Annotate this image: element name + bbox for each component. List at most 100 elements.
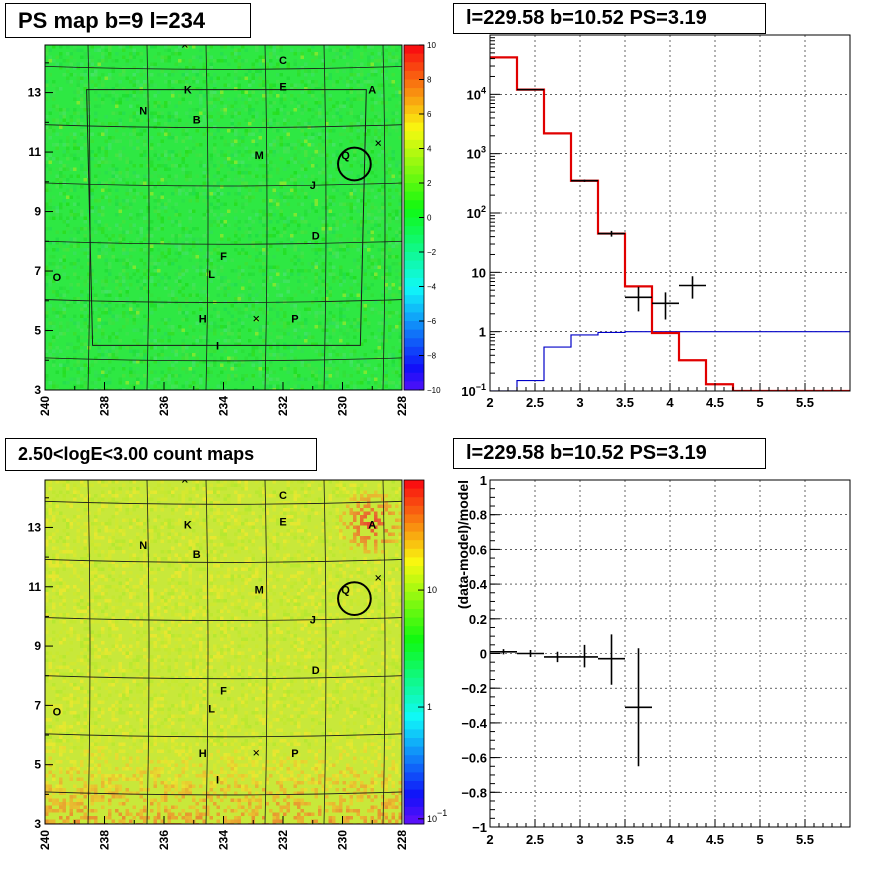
x-tick-label: 4.5 bbox=[706, 395, 724, 410]
grid-line-lat bbox=[45, 500, 402, 505]
colorbar-band bbox=[404, 488, 424, 498]
grid-line-lat bbox=[45, 733, 402, 738]
x-tick-label: 3.5 bbox=[616, 832, 634, 847]
x-tick-label: 5 bbox=[756, 395, 763, 410]
grid-line-lon bbox=[146, 480, 150, 824]
cross-marker bbox=[253, 749, 260, 756]
panel-title-residual: l=229.58 b=10.52 PS=3.19 bbox=[453, 438, 766, 469]
colorbar-band bbox=[404, 574, 424, 584]
colorbar-tick-label: 0 bbox=[427, 214, 432, 223]
map-field: C E A K N B M Q J D F O L H P I bbox=[45, 480, 444, 824]
grid-line-lat bbox=[45, 791, 402, 796]
colorbar-band bbox=[404, 70, 424, 80]
grid-line-lon bbox=[205, 45, 209, 390]
source-label-f: F bbox=[220, 686, 227, 698]
colorbar-band bbox=[404, 346, 424, 356]
colorbar-band bbox=[404, 183, 424, 193]
x-tick-label: 238 bbox=[98, 396, 112, 416]
colorbar-band bbox=[404, 806, 424, 816]
cross-marker bbox=[375, 575, 382, 581]
grid-line-lon bbox=[442, 480, 444, 824]
colorbar-tick-label: 6 bbox=[427, 110, 432, 119]
source-label-i: I bbox=[216, 340, 219, 352]
x-tick-label: 2 bbox=[486, 832, 493, 847]
colorbar-band bbox=[404, 540, 424, 550]
y-tick-label: 9 bbox=[34, 205, 41, 219]
colorbar-band bbox=[404, 712, 424, 722]
panel-title-ps-map: PS map b=9 l=234 bbox=[5, 3, 251, 38]
x-tick-label: 5.5 bbox=[796, 395, 814, 410]
colorbar-band bbox=[404, 660, 424, 670]
series-red-model bbox=[490, 56, 850, 391]
source-label-j: J bbox=[310, 180, 316, 192]
y-tick-label: 11 bbox=[28, 145, 41, 159]
residual-point bbox=[625, 648, 652, 767]
cross-marker bbox=[253, 315, 260, 322]
colorbar-band bbox=[404, 96, 424, 106]
y-tick-label: 11 bbox=[28, 580, 41, 594]
x-tick-label: 230 bbox=[336, 830, 350, 850]
y-tick-label: 13 bbox=[28, 86, 42, 100]
x-tick-label: 4 bbox=[666, 832, 674, 847]
residual-panel: 2 2.5 3 3.5 4 4.5 5 5.5 1 0.8 0.6 0.4 0.2 0 −0.2 −0.4 −0… bbox=[455, 473, 851, 847]
data-point bbox=[517, 88, 544, 91]
x-tick-label: 5.5 bbox=[796, 832, 814, 847]
colorbar-band bbox=[404, 763, 424, 773]
colorbar-band bbox=[404, 131, 424, 141]
grid-line-lat bbox=[45, 617, 402, 621]
source-label-l: L bbox=[208, 269, 215, 281]
residual-point bbox=[571, 644, 598, 668]
colorbar-tick-label: 10 bbox=[427, 585, 437, 595]
source-label-n: N bbox=[139, 540, 147, 552]
residual-point bbox=[544, 651, 571, 663]
source-label-a: A bbox=[368, 519, 376, 531]
y-tick-label: 9 bbox=[34, 639, 41, 653]
y-tick-label: −1 bbox=[472, 820, 487, 835]
grid-line-lon bbox=[442, 45, 444, 390]
colorbar-tick-label: −4 bbox=[427, 283, 437, 292]
panel-title-spectrum: l=229.58 b=10.52 PS=3.19 bbox=[453, 3, 766, 34]
colorbar-band bbox=[404, 62, 424, 72]
colorbar-band bbox=[404, 243, 424, 253]
x-tick-label: 228 bbox=[395, 396, 409, 416]
colorbar-band bbox=[404, 338, 424, 348]
colorbar-band bbox=[404, 277, 424, 287]
grid-line-lat bbox=[45, 675, 402, 680]
colorbar-tick-label: 10 bbox=[427, 41, 436, 50]
colorbar-band bbox=[404, 105, 424, 115]
y-tick-label: 10−1 bbox=[461, 382, 486, 399]
colorbar-band bbox=[404, 157, 424, 167]
source-label-b: B bbox=[193, 114, 201, 126]
map-field: C E A K N B M Q J D F O L H P I bbox=[45, 45, 444, 390]
grid-line-lon bbox=[264, 480, 268, 824]
y-tick-label: 0.4 bbox=[469, 577, 488, 592]
grid-line-lat bbox=[45, 559, 402, 563]
colorbar-band bbox=[404, 505, 424, 515]
colorbar-band bbox=[404, 548, 424, 558]
colorbar-band bbox=[404, 652, 424, 662]
x-tick-label: 234 bbox=[217, 396, 231, 416]
y-tick-label: 5 bbox=[34, 324, 41, 338]
map-panel-2: C E A K N B M Q J D F O L H P I 240 238 236 234 232 230 228 3 5 7… bbox=[28, 479, 447, 850]
y-tick-label: 5 bbox=[34, 758, 41, 772]
colorbar-band bbox=[404, 208, 424, 218]
source-label-m: M bbox=[255, 150, 264, 162]
roi-outline bbox=[86, 89, 367, 346]
x-tick-label: 2 bbox=[486, 395, 493, 410]
colorbar-band bbox=[404, 303, 424, 313]
x-tick-label: 2.5 bbox=[526, 832, 544, 847]
colorbar-band bbox=[404, 79, 424, 89]
grid-line-lat bbox=[45, 65, 402, 70]
colorbar-band bbox=[404, 703, 424, 713]
colorbar-tick-label: 4 bbox=[427, 145, 432, 154]
y-tick-label: 103 bbox=[467, 145, 486, 162]
x-tick-label: 3.5 bbox=[616, 395, 634, 410]
series-blue-background bbox=[490, 331, 850, 391]
coord-grid bbox=[45, 480, 444, 824]
colorbar-band bbox=[404, 755, 424, 765]
colorbar-band bbox=[404, 557, 424, 567]
colorbar-tick-label: 10−1 bbox=[427, 808, 447, 824]
source-label-a: A bbox=[368, 85, 376, 97]
source-label-q: Q bbox=[341, 150, 350, 162]
cross-marker bbox=[375, 140, 382, 147]
